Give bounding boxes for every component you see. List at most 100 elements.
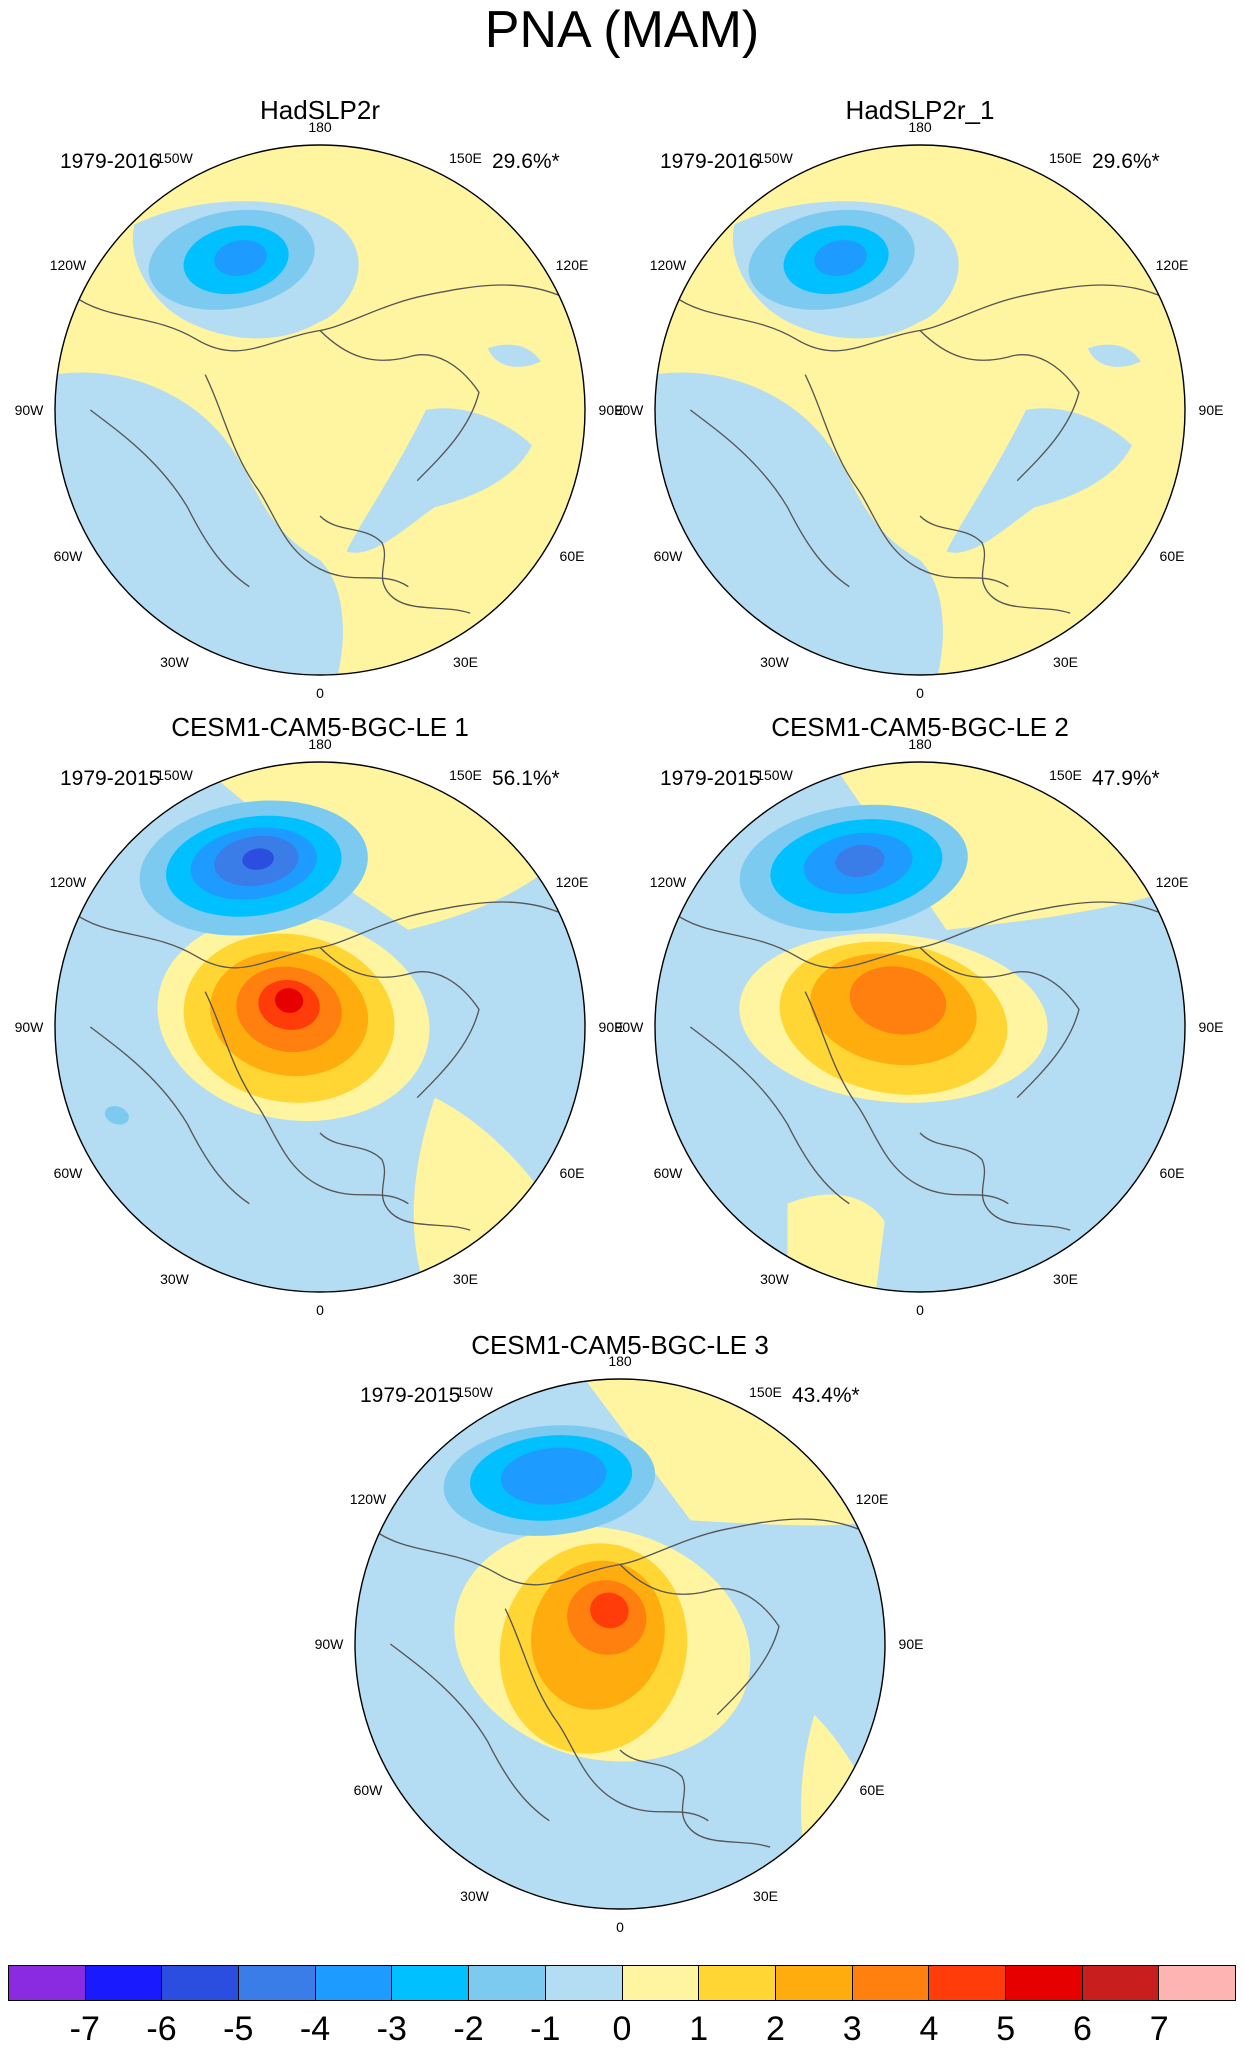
- longitude-label: 0: [916, 1302, 924, 1318]
- map-field: [655, 762, 1185, 1292]
- longitude-label: 120W: [649, 256, 687, 273]
- longitude-label: 120E: [1155, 256, 1189, 273]
- panel-title: CESM1-CAM5-BGC-LE 2: [771, 712, 1069, 742]
- longitude-label: 120W: [649, 873, 687, 890]
- longitude-label: 90E: [1198, 402, 1224, 418]
- colorbar-label: 5: [996, 2010, 1016, 2048]
- longitude-label: 90E: [898, 1636, 924, 1652]
- coastline: [919, 515, 1071, 614]
- longitude-label: 120W: [349, 1490, 387, 1507]
- coastline: [804, 374, 1009, 588]
- coastline: [919, 1132, 1071, 1231]
- map-border: [354, 1378, 886, 1910]
- coastline: [919, 330, 1080, 482]
- map-field: [55, 762, 585, 1292]
- colorbar-swatch: [9, 1966, 86, 2000]
- colorbar-label: -7: [69, 2010, 100, 2048]
- colorbar-swatch: [852, 1966, 930, 2000]
- longitude-label: 150W: [456, 1383, 493, 1400]
- colorbar-label: -5: [223, 2010, 254, 2048]
- negative-center: [835, 844, 885, 878]
- negative-region: [228, 567, 333, 675]
- longitude-label: 30W: [460, 1888, 489, 1904]
- variance-label: 43.4%*: [792, 1384, 860, 1407]
- coastline: [72, 901, 559, 969]
- colorbar-label: -1: [530, 2010, 561, 2048]
- polar-map: [654, 144, 1186, 676]
- coastline: [619, 1564, 780, 1716]
- longitude-label: 60W: [53, 547, 83, 564]
- longitude-label: 60E: [1159, 1164, 1185, 1181]
- colorbar-label: 3: [842, 2010, 862, 2048]
- longitude-label: 120W: [49, 256, 87, 273]
- longitude-label: 150E: [1049, 149, 1082, 166]
- positive-center: [590, 1592, 629, 1629]
- map-border: [54, 144, 586, 676]
- variance-label: 29.6%*: [1092, 150, 1160, 173]
- longitude-label: 0: [916, 685, 924, 701]
- coastline: [89, 1026, 250, 1205]
- negative-center: [814, 240, 867, 277]
- coastline: [319, 947, 480, 1099]
- positive-region: [787, 1194, 885, 1292]
- longitude-label: 120E: [1155, 873, 1189, 890]
- polar-map: [354, 1378, 886, 1910]
- map-field: [355, 1379, 885, 1909]
- negative-region: [346, 408, 532, 553]
- colorbar-swatch: [545, 1966, 623, 2000]
- longitude-label: 90W: [14, 1019, 44, 1035]
- longitude-label: 30E: [1053, 1271, 1078, 1287]
- colorbar-label: 1: [689, 2010, 709, 2048]
- longitude-label: 90W: [614, 1019, 644, 1035]
- colorbar-label: -6: [146, 2010, 177, 2048]
- longitude-label: 30W: [760, 1271, 789, 1287]
- colorbar-swatch: [469, 1966, 546, 2000]
- coastline: [689, 1026, 850, 1205]
- coastline: [204, 991, 409, 1205]
- coastline: [619, 1749, 771, 1848]
- negative-center: [500, 1447, 607, 1505]
- coastline: [804, 991, 1009, 1205]
- polar-map: [54, 761, 586, 1293]
- longitude-label: 120W: [49, 873, 87, 890]
- coastline: [389, 1643, 550, 1822]
- negative-region: [1087, 344, 1141, 367]
- longitude-label: 0: [316, 685, 324, 701]
- longitude-label: 0: [316, 1302, 324, 1318]
- colorbar-swatch: [929, 1966, 1006, 2000]
- longitude-label: 180: [608, 1353, 632, 1369]
- coastline: [672, 284, 1159, 352]
- period-label: 1979-2015: [660, 767, 761, 790]
- colorbar-label: 2: [766, 2010, 785, 2048]
- negative-center: [214, 240, 267, 277]
- longitude-label: 90W: [614, 402, 644, 418]
- longitude-label: 150W: [156, 766, 193, 783]
- colorbar-label: 7: [1149, 2010, 1169, 2048]
- longitude-label: 150E: [1049, 766, 1082, 783]
- coastline: [672, 901, 1159, 969]
- longitude-label: 30E: [1053, 654, 1078, 670]
- longitude-label: 60E: [859, 1781, 885, 1798]
- longitude-label: 60E: [1159, 547, 1185, 564]
- colorbar-swatch: [392, 1966, 470, 2000]
- period-label: 1979-2016: [60, 150, 161, 173]
- coastline: [919, 947, 1080, 1099]
- negative-center: [104, 1106, 129, 1125]
- longitude-label: 120E: [555, 873, 589, 890]
- longitude-label: 120E: [855, 1490, 889, 1507]
- negative-region: [946, 408, 1132, 553]
- longitude-label: 30W: [160, 1271, 189, 1287]
- coastline: [319, 515, 471, 614]
- colorbar-label: -2: [453, 2010, 484, 2048]
- period-label: 1979-2015: [360, 1384, 461, 1407]
- variance-label: 29.6%*: [492, 150, 560, 173]
- coastline: [319, 330, 480, 482]
- longitude-label: 0: [616, 1919, 624, 1935]
- map-border: [654, 761, 1186, 1293]
- longitude-label: 180: [908, 119, 932, 135]
- coastline: [89, 409, 250, 588]
- longitude-label: 90W: [14, 402, 44, 418]
- longitude-label: 30E: [453, 654, 478, 670]
- longitude-label: 150E: [749, 1383, 782, 1400]
- longitude-label: 150W: [756, 766, 793, 783]
